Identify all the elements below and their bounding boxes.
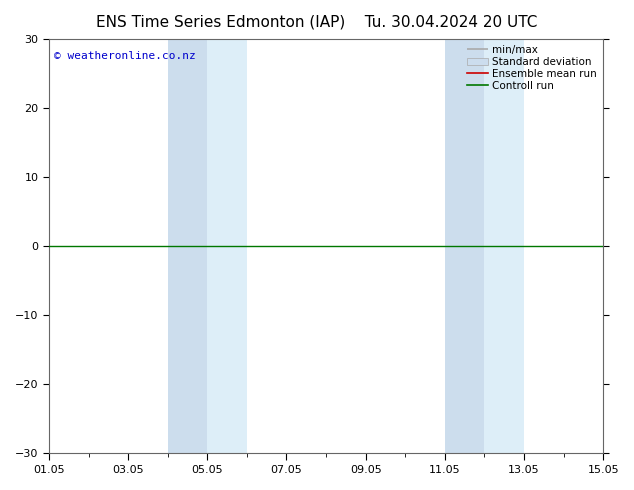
Text: ENS Time Series Edmonton (IAP)    Tu. 30.04.2024 20 UTC: ENS Time Series Edmonton (IAP) Tu. 30.04… bbox=[96, 15, 538, 30]
Bar bbox=[445, 39, 484, 453]
Bar bbox=[167, 39, 207, 453]
Bar bbox=[484, 39, 524, 453]
Legend: min/max, Standard deviation, Ensemble mean run, Controll run: min/max, Standard deviation, Ensemble me… bbox=[463, 41, 601, 95]
Bar bbox=[207, 39, 247, 453]
Text: © weatheronline.co.nz: © weatheronline.co.nz bbox=[55, 51, 196, 61]
